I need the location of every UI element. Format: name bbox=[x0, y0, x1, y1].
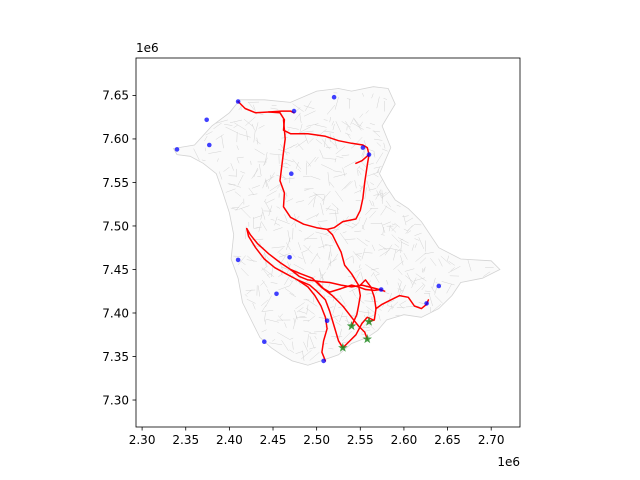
site-point bbox=[204, 117, 209, 123]
route-line bbox=[246, 227, 328, 362]
x-tick-label: 2.40 bbox=[216, 433, 243, 447]
x-tick-label: 2.55 bbox=[347, 433, 374, 447]
route-line bbox=[375, 294, 430, 310]
route-line bbox=[296, 279, 375, 349]
x-tick-label: 2.35 bbox=[172, 433, 199, 447]
plot-area-frame bbox=[135, 57, 521, 428]
y-tick-label: 7.65 bbox=[102, 89, 129, 103]
x-tick-label: 2.65 bbox=[434, 433, 461, 447]
site-point bbox=[324, 318, 330, 324]
depot-star bbox=[362, 334, 372, 344]
route-line bbox=[315, 280, 382, 293]
y-axis-offset-label: 1e6 bbox=[136, 41, 159, 55]
route-line bbox=[279, 119, 370, 231]
depot-star bbox=[346, 321, 357, 331]
site-point bbox=[262, 339, 267, 345]
site-point bbox=[291, 108, 297, 114]
site-point bbox=[235, 257, 241, 263]
x-tick-label: 2.70 bbox=[478, 433, 505, 447]
x-tick-label: 2.45 bbox=[260, 433, 287, 447]
site-markers bbox=[174, 94, 442, 364]
site-point bbox=[289, 171, 294, 176]
y-tick-label: 7.40 bbox=[102, 306, 129, 320]
y-tick-label: 7.50 bbox=[102, 219, 129, 233]
y-axis-ticks: 7.30 7.35 7.40 7.45 7.50 7.55 7.60 7.65 bbox=[102, 89, 136, 407]
depot-markers bbox=[338, 316, 374, 352]
site-point bbox=[174, 147, 180, 152]
site-point bbox=[366, 152, 372, 157]
depot-star bbox=[338, 342, 348, 352]
y-tick-label: 7.55 bbox=[102, 176, 129, 190]
x-axis-offset-label: 1e6 bbox=[497, 455, 520, 469]
site-point bbox=[321, 358, 326, 364]
y-tick-label: 7.30 bbox=[102, 393, 129, 407]
site-point bbox=[378, 287, 384, 292]
x-axis-ticks: 2.30 2.35 2.40 2.45 2.50 2.55 2.60 2.65 2.70 bbox=[129, 427, 505, 447]
site-point bbox=[424, 301, 429, 306]
x-tick-label: 2.60 bbox=[391, 433, 418, 447]
y-tick-label: 7.45 bbox=[102, 263, 129, 277]
site-point bbox=[331, 94, 337, 100]
site-point bbox=[287, 254, 292, 260]
depot-star bbox=[364, 316, 374, 326]
route-line bbox=[289, 268, 369, 340]
route-line bbox=[326, 228, 362, 327]
site-point bbox=[360, 145, 366, 150]
y-tick-label: 7.60 bbox=[102, 132, 129, 146]
x-tick-label: 2.50 bbox=[303, 433, 330, 447]
site-point bbox=[235, 99, 241, 104]
site-point bbox=[207, 142, 212, 148]
x-tick-label: 2.30 bbox=[129, 433, 156, 447]
y-tick-label: 7.35 bbox=[102, 350, 129, 364]
route-line bbox=[359, 279, 377, 323]
site-point bbox=[274, 291, 279, 297]
site-point bbox=[436, 283, 442, 289]
